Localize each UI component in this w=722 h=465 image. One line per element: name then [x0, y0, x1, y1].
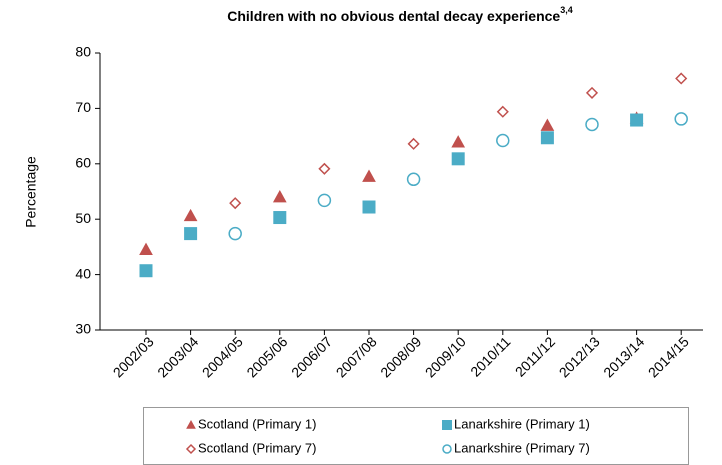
- legend-label: Scotland (Primary 7): [198, 440, 316, 455]
- legend-label: Scotland (Primary 1): [198, 416, 316, 431]
- legend-marker: [442, 444, 452, 454]
- x-tick-label: 2003/04: [154, 333, 201, 380]
- data-point: [228, 226, 242, 241]
- x-tick-label: 2008/09: [377, 333, 424, 380]
- y-axis-label: Percentage: [23, 156, 39, 228]
- data-point: [540, 118, 555, 131]
- data-point: [540, 131, 554, 145]
- data-point: [139, 264, 153, 278]
- y-tick-label: 30: [75, 321, 91, 337]
- x-tick-label: 2012/13: [556, 333, 603, 380]
- legend-label: Lanarkshire (Primary 1): [454, 416, 590, 431]
- data-point: [139, 242, 153, 255]
- legend-marker: [185, 443, 197, 455]
- data-point: [362, 200, 376, 214]
- data-point: [272, 190, 287, 203]
- data-point: [184, 227, 198, 241]
- legend-marker: [186, 419, 196, 429]
- data-point: [451, 152, 465, 166]
- title-superscript: 3,4: [560, 5, 573, 15]
- x-tick-label: 2013/14: [600, 333, 647, 380]
- legend-marker: [442, 420, 452, 430]
- data-point: [318, 162, 331, 175]
- x-tick-label: 2004/05: [199, 333, 246, 380]
- data-point: [585, 117, 599, 132]
- x-tick-label: 2009/10: [422, 333, 469, 380]
- data-point: [229, 197, 242, 210]
- data-point: [630, 113, 644, 127]
- data-point: [585, 86, 599, 99]
- data-point: [273, 211, 287, 225]
- chart-title: Children with no obvious dental decay ex…: [227, 5, 572, 23]
- y-tick-label: 60: [75, 155, 91, 171]
- x-tick-label: 2002/03: [110, 333, 157, 380]
- y-tick-label: 70: [75, 99, 91, 115]
- data-point: [496, 105, 509, 118]
- x-tick-label: 2006/07: [288, 333, 335, 380]
- x-tick-label: 2014/15: [645, 333, 692, 380]
- data-point: [406, 172, 421, 187]
- data-point: [317, 193, 332, 208]
- data-point: [496, 133, 510, 148]
- y-tick-label: 50: [75, 210, 91, 226]
- data-point: [183, 208, 198, 222]
- x-tick-label: 2007/08: [333, 333, 380, 380]
- x-tick-label: 2005/06: [243, 333, 290, 380]
- data-point: [362, 169, 376, 182]
- data-point: [675, 72, 688, 85]
- x-tick-label: 2010/11: [467, 333, 514, 380]
- data-point: [407, 137, 420, 150]
- y-tick-label: 80: [75, 44, 91, 60]
- y-tick-label: 40: [75, 265, 91, 281]
- legend-label: Lanarkshire (Primary 7): [454, 440, 590, 455]
- data-point: [451, 135, 466, 148]
- data-point: [674, 112, 688, 126]
- x-tick-label: 2011/12: [512, 333, 559, 380]
- title-text: Children with no obvious dental decay ex…: [227, 8, 560, 24]
